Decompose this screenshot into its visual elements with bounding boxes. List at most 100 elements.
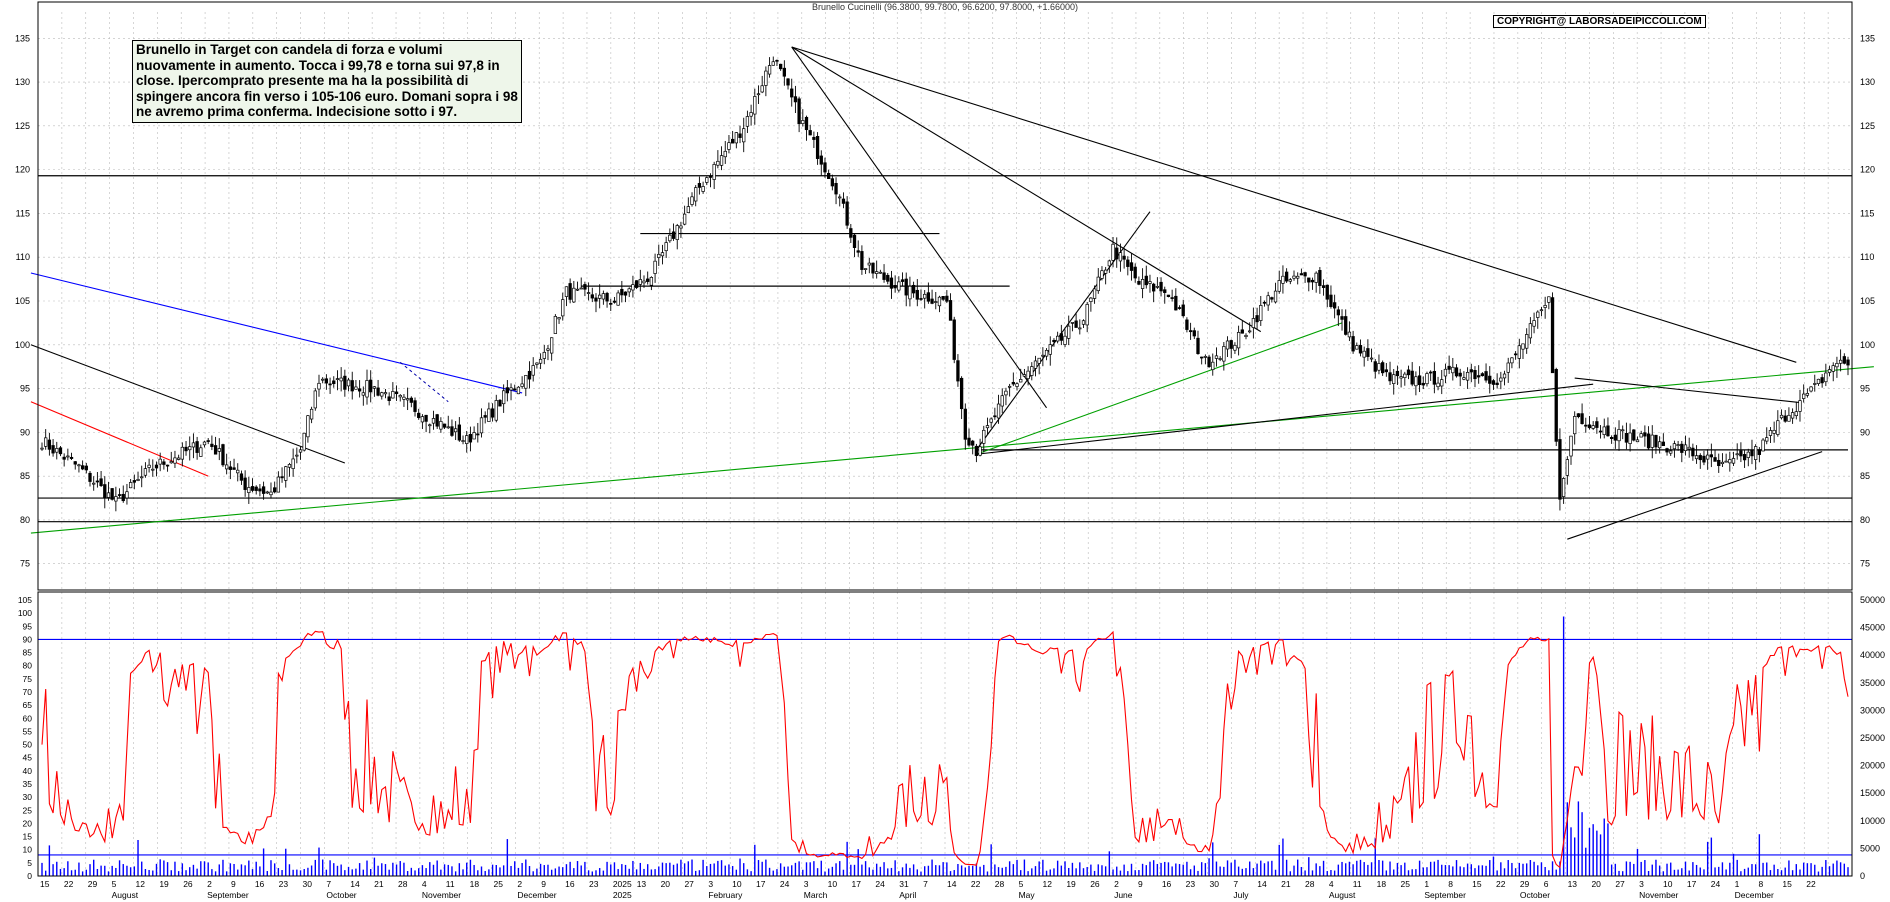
candle-body	[1207, 356, 1211, 368]
candle-body	[225, 464, 229, 470]
date-tick-label: 2	[207, 879, 212, 889]
candle-body	[841, 198, 846, 204]
candle-body	[1838, 359, 1843, 364]
candle-body	[221, 444, 225, 466]
volume-tick-label: 35000	[1860, 678, 1885, 688]
candle-body	[199, 447, 203, 457]
oscillator-tick-label: 100	[18, 608, 32, 618]
candle-body	[80, 465, 85, 470]
candle-body	[745, 116, 750, 127]
candle-body	[1842, 356, 1846, 364]
date-tick-label: 13	[1568, 879, 1578, 889]
red-trendline	[30, 401, 209, 477]
candle-body	[542, 351, 546, 359]
candle-body	[302, 432, 306, 451]
candle-body	[1617, 429, 1621, 442]
price-tick-label: 100	[1860, 340, 1875, 350]
candle-body	[1373, 361, 1377, 372]
candle-body	[771, 61, 775, 66]
price-tick-label: 120	[1860, 165, 1875, 175]
candle-body	[793, 96, 798, 103]
candle-body	[697, 183, 702, 188]
date-tick-label: 3	[1639, 879, 1644, 889]
candle-body	[682, 213, 687, 225]
date-tick-label: 7	[923, 879, 928, 889]
candle-body	[1687, 446, 1691, 450]
volume-tick-label: 5000	[1860, 843, 1880, 853]
date-tick-label: 30	[303, 879, 313, 889]
candle-body	[1336, 309, 1340, 316]
date-tick-label: 15	[1782, 879, 1792, 889]
candle-body	[616, 292, 620, 306]
candle-body	[1820, 377, 1824, 384]
candle-body	[1739, 450, 1743, 457]
price-tick-label: 105	[15, 296, 30, 306]
candle-body	[1728, 459, 1732, 464]
candle-body	[1477, 375, 1481, 378]
candle-body	[402, 396, 406, 400]
uptrend-line	[975, 211, 1151, 451]
candle-body	[1100, 270, 1104, 279]
candle-body	[1152, 283, 1156, 292]
date-tick-label: 15	[40, 879, 50, 889]
uptrend-line	[1567, 451, 1823, 540]
candle-body	[1576, 413, 1581, 418]
candle-body	[1525, 334, 1529, 349]
candle-body	[1381, 362, 1385, 374]
candle-body	[934, 301, 938, 303]
date-tick-label: 23	[279, 879, 289, 889]
oscillator-tick-label: 95	[23, 621, 33, 631]
volume-tick-label: 30000	[1860, 705, 1885, 715]
candle-body	[734, 132, 738, 144]
candle-body	[982, 429, 986, 444]
candle-body	[1510, 357, 1514, 364]
candle-body	[1709, 454, 1713, 458]
candle-body	[786, 78, 790, 86]
candle-body	[1299, 273, 1304, 276]
candle-body	[162, 461, 166, 465]
candle-body	[1447, 365, 1451, 370]
date-tick-label: 29	[1520, 879, 1530, 889]
date-tick-label: 8	[1759, 879, 1764, 889]
candle-body	[143, 468, 148, 476]
date-tick-label: 17	[852, 879, 862, 889]
candle-body	[1484, 371, 1488, 381]
candle-body	[1713, 457, 1717, 462]
candle-body	[51, 445, 55, 454]
downtrend-line	[791, 46, 1262, 333]
date-tick-label: 27	[1615, 879, 1625, 889]
candle-body	[409, 397, 413, 403]
candle-body	[959, 377, 964, 410]
candle-body	[1499, 377, 1503, 382]
candle-body	[1432, 370, 1437, 385]
candle-body	[1465, 372, 1470, 381]
candle-body	[996, 403, 1001, 419]
candle-body	[712, 164, 716, 180]
candle-body	[1015, 383, 1019, 387]
candle-body	[1266, 295, 1270, 306]
candle-body	[405, 398, 410, 401]
candle-body	[1543, 305, 1547, 308]
candle-body	[1078, 327, 1082, 330]
date-tick-label: 12	[135, 879, 145, 889]
volume-tick-label: 40000	[1860, 650, 1885, 660]
candle-body	[664, 242, 668, 252]
candle-body	[132, 480, 136, 483]
candle-body	[1089, 297, 1093, 302]
candle-body	[723, 150, 727, 158]
candle-body	[531, 365, 535, 376]
candle-body	[1750, 449, 1754, 457]
candle-body	[1573, 416, 1577, 435]
candle-body	[753, 96, 757, 115]
candle-body	[324, 378, 329, 384]
price-tick-label: 115	[16, 208, 30, 218]
candle-body	[1314, 272, 1318, 283]
candle-body	[99, 478, 103, 486]
date-tick-label: 1	[1735, 879, 1740, 889]
candle-body	[58, 447, 63, 455]
price-panel-frame	[37, 1, 1853, 591]
candle-body	[1643, 432, 1647, 437]
candle-body	[335, 378, 340, 380]
candle-body	[915, 289, 919, 300]
candle-body	[1292, 275, 1296, 279]
